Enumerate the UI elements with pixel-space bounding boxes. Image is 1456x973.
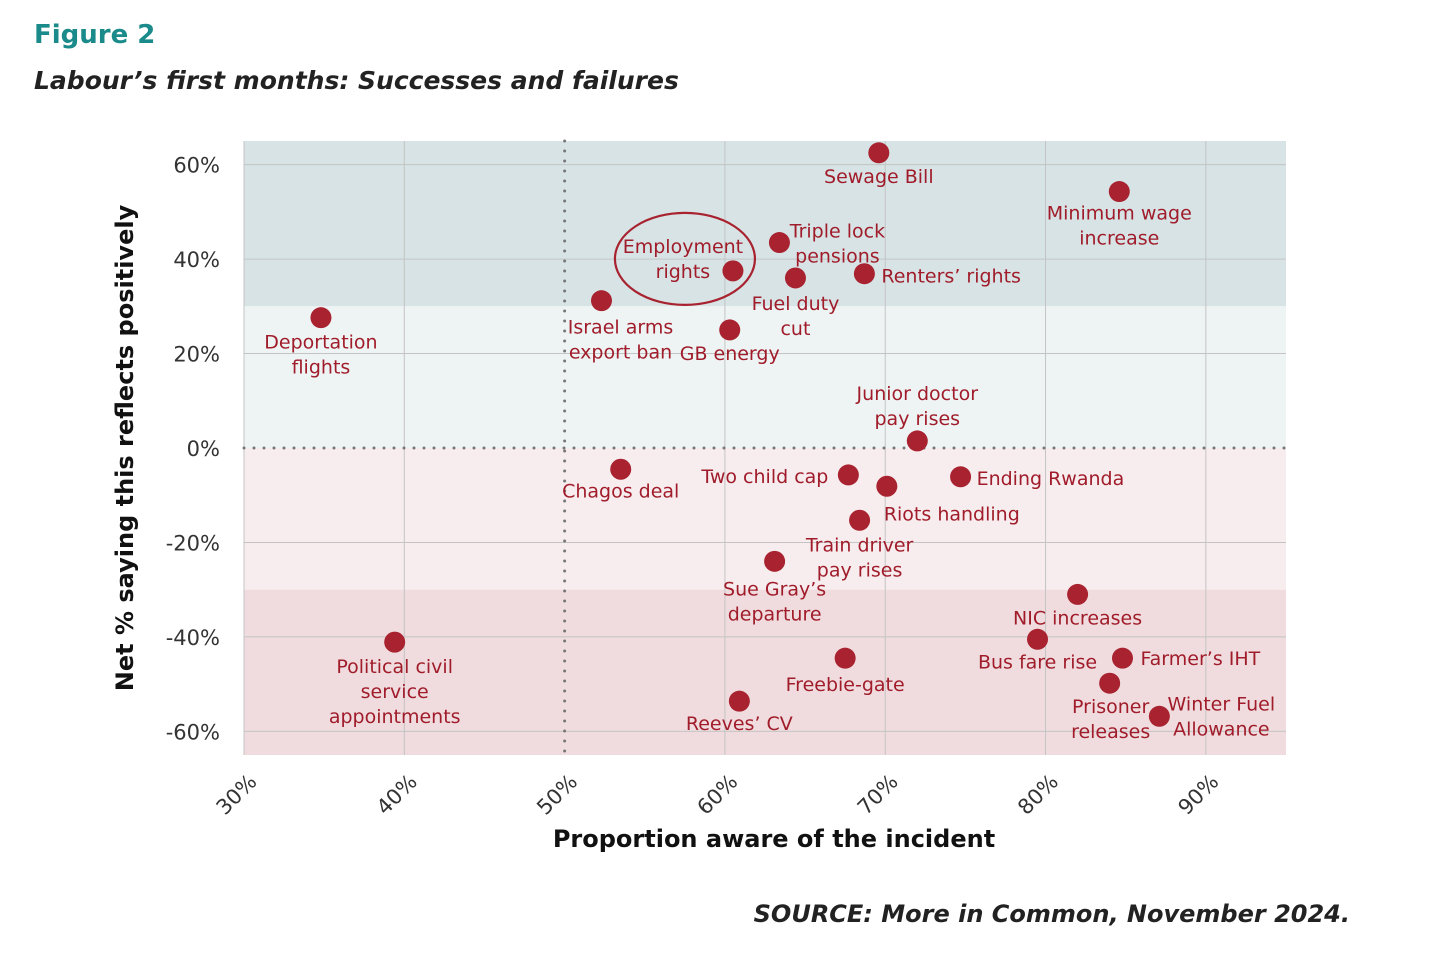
- x-tick-label: 80%: [1013, 770, 1063, 820]
- data-label: Chagos deal: [562, 480, 679, 502]
- x-tick-label: 90%: [1173, 770, 1223, 820]
- data-point: [768, 232, 790, 254]
- chart-title: Labour’s first months: Successes and fai…: [34, 66, 679, 95]
- data-label: appointments: [329, 706, 461, 728]
- data-point: [1067, 583, 1089, 605]
- data-label: GB energy: [680, 343, 780, 365]
- y-tick-label: -20%: [166, 531, 220, 555]
- data-label: departure: [728, 603, 822, 625]
- data-label: Sewage Bill: [824, 166, 934, 188]
- data-label: Sue Gray’s: [723, 578, 826, 600]
- background-band: [244, 141, 1286, 307]
- data-point: [950, 466, 972, 488]
- data-label: releases: [1071, 721, 1150, 743]
- y-tick-label: 0%: [187, 437, 220, 461]
- figure-label: Figure 2: [34, 20, 156, 50]
- data-point: [384, 631, 406, 653]
- data-label: export ban: [569, 342, 672, 364]
- x-tick-label: 40%: [372, 770, 422, 820]
- data-point: [906, 430, 928, 452]
- x-tick-label: 70%: [853, 770, 903, 820]
- data-label: pay rises: [817, 559, 903, 581]
- data-label: Deportation: [264, 332, 377, 354]
- data-label: Reeves’ CV: [686, 713, 793, 735]
- background-band: [244, 589, 1286, 755]
- x-axis-title: Proportion aware of the incident: [553, 825, 995, 853]
- data-label: Junior doctor: [856, 383, 979, 405]
- source-note: SOURCE: More in Common, November 2024.: [753, 900, 1350, 928]
- data-label: flights: [292, 357, 351, 379]
- data-label: Employment: [623, 236, 743, 258]
- data-label: Freebie-gate: [786, 674, 905, 696]
- data-point: [853, 263, 875, 285]
- data-point: [722, 260, 744, 282]
- x-tick-label: 60%: [692, 770, 742, 820]
- data-label: Allowance: [1173, 718, 1270, 740]
- x-tick-label: 50%: [532, 770, 582, 820]
- background-band: [244, 306, 1286, 448]
- data-label: service: [361, 681, 429, 703]
- data-point: [837, 464, 859, 486]
- data-label: Political civil: [336, 656, 453, 678]
- data-label: Riots handling: [884, 503, 1020, 525]
- data-label: increase: [1079, 228, 1159, 250]
- data-point: [1027, 628, 1049, 650]
- data-point: [1099, 672, 1121, 694]
- data-point: [784, 267, 806, 289]
- data-point: [610, 458, 632, 480]
- y-axis-title: Net % saying this reflects positively: [111, 204, 139, 691]
- data-point: [310, 307, 332, 329]
- data-label: Fuel duty: [752, 293, 840, 315]
- data-point: [876, 475, 898, 497]
- data-point: [764, 550, 786, 572]
- data-point: [1111, 647, 1133, 669]
- y-tick-label: 40%: [173, 248, 220, 272]
- data-label: Prisoner: [1072, 696, 1149, 718]
- data-label: pay rises: [875, 408, 961, 430]
- data-label: Ending Rwanda: [977, 468, 1125, 490]
- data-point: [1108, 181, 1130, 203]
- data-point: [849, 509, 871, 531]
- data-point: [590, 290, 612, 312]
- data-label: Triple lock: [789, 221, 885, 243]
- data-label: cut: [780, 318, 810, 340]
- y-tick-label: -40%: [166, 626, 220, 650]
- y-tick-label: -60%: [166, 720, 220, 744]
- data-label: Farmer’s IHT: [1140, 648, 1260, 670]
- data-point: [834, 647, 856, 669]
- y-tick-label: 20%: [173, 343, 220, 367]
- data-point: [868, 142, 890, 164]
- data-label: Minimum wage: [1047, 203, 1192, 225]
- data-label: rights: [656, 261, 711, 283]
- data-label: pensions: [795, 246, 880, 268]
- y-tick-label: 60%: [173, 154, 220, 178]
- data-label: Renters’ rights: [881, 266, 1021, 288]
- data-point: [728, 690, 750, 712]
- data-label: Train driver: [805, 534, 914, 556]
- data-label: Bus fare rise: [978, 651, 1097, 673]
- data-label: Israel arms: [568, 317, 674, 339]
- data-label: Two child cap: [700, 466, 828, 488]
- data-label: Winter Fuel: [1168, 693, 1276, 715]
- highlight-ellipse: [613, 211, 757, 306]
- data-label: NIC increases: [1013, 607, 1142, 629]
- data-point: [719, 319, 741, 341]
- data-point: [1148, 705, 1170, 727]
- x-tick-label: 30%: [212, 770, 262, 820]
- background-band: [244, 448, 1286, 590]
